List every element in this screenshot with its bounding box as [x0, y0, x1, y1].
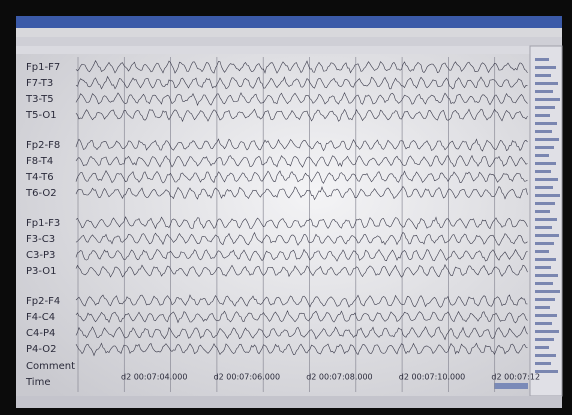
panel-item: [535, 330, 559, 333]
channel-label: F3-C3: [26, 234, 55, 245]
eeg-trace: [75, 216, 528, 230]
channel-label: F7-T3: [26, 78, 53, 89]
panel-item: [535, 202, 555, 205]
channel-label: C3-P3: [26, 250, 55, 261]
panel-item: [535, 162, 556, 165]
eeg-trace: [75, 108, 528, 123]
panel-item: [535, 154, 549, 157]
eeg-trace: [75, 248, 528, 262]
panel-item: [535, 266, 551, 269]
eeg-trace: [75, 342, 528, 357]
time-label: d2 00:07:12: [491, 373, 540, 382]
panel-item: [535, 362, 551, 365]
channel-label: Fp1-F3: [26, 218, 60, 229]
toolbar[interactable]: [16, 37, 562, 46]
panel-item: [535, 170, 551, 173]
time-label: d2 00:07:10.000: [399, 373, 465, 382]
channel-label: F8-T4: [26, 156, 53, 167]
channel-label: T4-T6: [25, 172, 54, 183]
panel-item: [535, 290, 560, 293]
panel-item: [535, 306, 550, 309]
panel-item: [535, 322, 552, 325]
channel-label: T6-O2: [25, 188, 57, 199]
eeg-trace: [75, 185, 528, 201]
panel-item: [535, 250, 549, 253]
panel-item: [535, 122, 557, 125]
eeg-trace: [75, 75, 528, 90]
row-label: Time: [25, 377, 50, 388]
channel-label: F4-C4: [26, 312, 55, 323]
panel-item: [535, 146, 554, 149]
panel-item: [535, 114, 550, 117]
panel-item: [535, 218, 557, 221]
channel-label: P3-O1: [26, 266, 57, 277]
panel-item: [535, 66, 556, 69]
channel-label: T3-T5: [25, 94, 54, 105]
channel-label: C4-P4: [26, 328, 55, 339]
row-label: Comment: [26, 361, 75, 372]
panel-item: [535, 186, 553, 189]
panel-item: [535, 194, 560, 197]
eeg-trace: [75, 60, 528, 74]
panel-item: [535, 338, 554, 341]
panel-item: [535, 370, 558, 373]
channel-label: Fp2-F4: [26, 296, 60, 307]
panel-item: [535, 258, 556, 261]
eeg-trace: [75, 154, 528, 168]
eeg-trace: [75, 138, 528, 152]
panel-item: [535, 138, 559, 141]
panel-item: [535, 82, 558, 85]
channel-label: Fp1-F7: [26, 62, 60, 73]
panel-item: [535, 242, 554, 245]
panel-item: [535, 314, 557, 317]
panel-item: [535, 130, 552, 133]
eeg-traces: [75, 57, 560, 392]
time-label: d2 00:07:08.000: [306, 373, 372, 382]
panel-item: [535, 178, 558, 181]
panel-item: [535, 74, 551, 77]
eeg-trace: [75, 92, 528, 107]
panel-item: [535, 210, 550, 213]
scroll-controls[interactable]: [494, 383, 528, 389]
eeg-trace: [75, 325, 528, 341]
eeg-trace: [75, 309, 528, 324]
eeg-trace: [75, 264, 528, 278]
panel-item: [535, 354, 556, 357]
panel-item: [535, 234, 559, 237]
channel-label: T5-O1: [25, 110, 57, 121]
panel-item: [535, 346, 549, 349]
channel-label: Fp2-F8: [26, 140, 60, 151]
title-bar: [16, 16, 562, 28]
menu-bar: [16, 28, 562, 37]
panel-item: [535, 274, 558, 277]
eeg-trace: [75, 294, 528, 308]
eeg-trace: [75, 170, 528, 184]
panel-item: [535, 98, 560, 101]
channel-label: P4-O2: [26, 344, 57, 355]
channel-labels: Fp1-F7 F7-T3 T3-T5 T5-O1 Fp2-F8 F8-T4 T4-T6 T6-…: [25, 62, 540, 388]
time-label: d2 00:07:06.000: [214, 373, 280, 382]
panel-item: [535, 106, 555, 109]
eeg-trace: [75, 231, 528, 246]
panel-item: [535, 58, 549, 61]
panel-item: [535, 282, 553, 285]
panel-item: [535, 226, 552, 229]
time-label: d2 00:07:04.000: [121, 373, 187, 382]
status-bar: [16, 396, 562, 408]
panel-item: [535, 298, 555, 301]
panel-item: [535, 90, 553, 93]
toolbar-2[interactable]: [16, 46, 530, 54]
